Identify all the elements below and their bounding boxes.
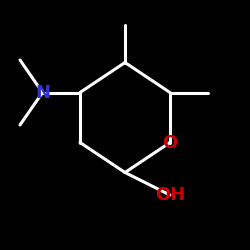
Text: OH: OH: [155, 186, 185, 204]
Text: O: O: [162, 134, 178, 152]
Text: N: N: [35, 84, 50, 102]
